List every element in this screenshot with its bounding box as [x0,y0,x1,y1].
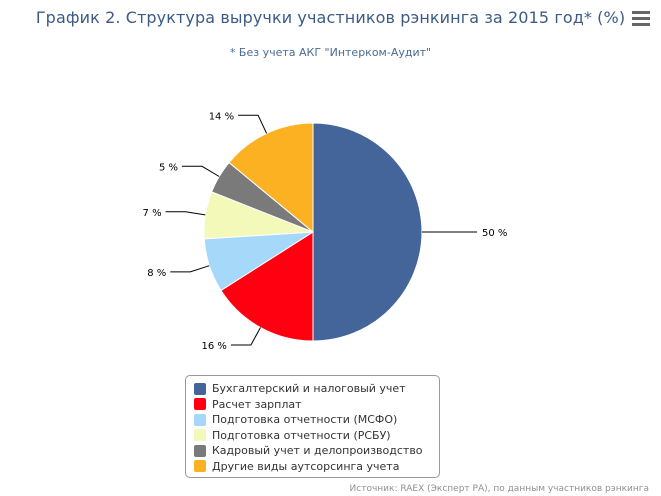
label-connector [170,265,210,273]
legend-swatch [194,444,206,457]
legend-item[interactable]: Кадровый учет и делопроизводство [194,443,439,459]
label-connector [165,211,206,216]
menu-bar [632,17,650,20]
hamburger-menu-icon[interactable] [632,11,650,27]
legend-label: Подготовка отчетности (МСФО) [212,413,398,427]
pie-slice[interactable] [312,122,423,342]
data-label: 14 % [209,111,234,122]
chart-credits: Источник: RAEX (Эксперт РА), по данным у… [349,484,649,494]
chart-subtitle: * Без учета АКГ "Интерком-Аудит" [229,46,432,59]
menu-bar [632,23,650,26]
pie-slice[interactable] [220,231,314,342]
legend-swatch [194,460,206,473]
legend-swatch [194,413,206,426]
data-label: 7 % [143,208,162,219]
chart-legend: Бухгалтерский и налоговый учет Расчет зар… [185,375,440,478]
legend-item[interactable]: Другие виды аутсорсинга учета [194,459,439,475]
legend-item[interactable]: Подготовка отчетности (МСФО) [194,412,439,428]
label-connector [230,327,261,346]
data-label: 50 % [482,228,507,239]
legend-swatch [194,398,206,411]
label-connector [238,114,268,134]
legend-label: Кадровый учет и делопроизводство [212,444,423,458]
data-label: 8 % [147,268,166,279]
legend-label: Другие виды аутсорсинга учета [212,459,400,473]
legend-item[interactable]: Бухгалтерский и налоговый учет [194,381,439,397]
legend-swatch [194,429,206,442]
legend-item[interactable]: Расчет зарплат [194,397,439,413]
data-label: 5 % [159,162,178,173]
label-connector [182,165,220,177]
legend-item[interactable]: Подготовка отчетности (РСБУ) [194,428,439,444]
legend-label: Бухгалтерский и налоговый учет [212,382,406,396]
legend-label: Подготовка отчетности (РСБУ) [212,428,391,442]
data-label: 16 % [201,341,226,352]
menu-bar [632,11,650,14]
legend-label: Расчет зарплат [212,397,302,411]
chart-title: График 2. Структура выручки участников р… [35,8,626,27]
legend-swatch [194,382,206,395]
